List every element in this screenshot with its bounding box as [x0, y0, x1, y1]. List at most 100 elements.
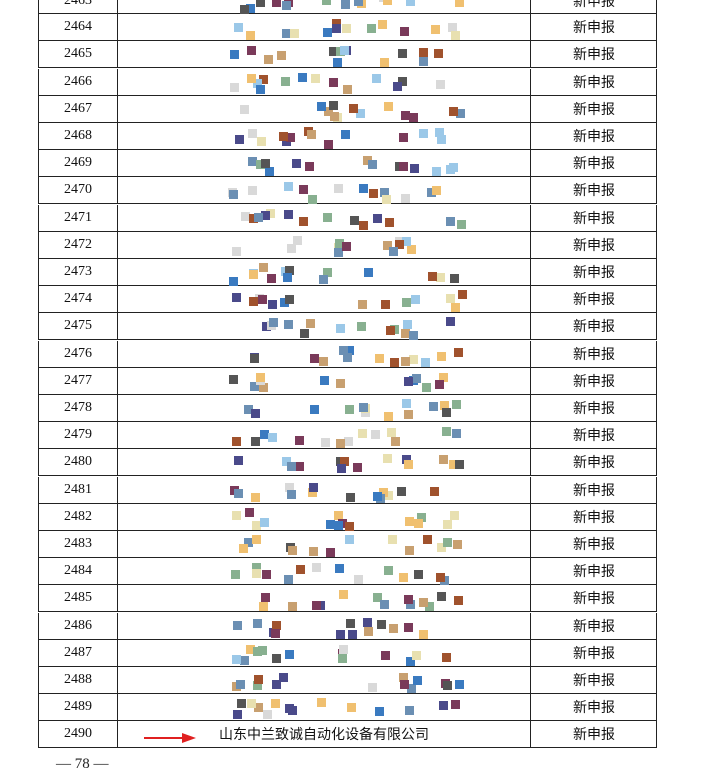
- row-number: 2471: [39, 204, 118, 231]
- redaction: [231, 654, 241, 664]
- redaction: [268, 299, 278, 309]
- redaction: [387, 428, 396, 438]
- redaction: [282, 28, 292, 38]
- redaction: [333, 247, 343, 257]
- redaction: [439, 401, 449, 411]
- redaction: [268, 318, 278, 328]
- redaction: [249, 297, 259, 307]
- row-number: 2478: [39, 395, 118, 421]
- redaction: [281, 456, 291, 466]
- redaction: [400, 110, 410, 120]
- redaction: [247, 157, 257, 167]
- redaction: [339, 645, 349, 655]
- table-row: 2489 新申报: [38, 694, 657, 722]
- redaction: [329, 77, 339, 87]
- table-row: 2474 新申报: [38, 286, 657, 314]
- company-name: [118, 639, 531, 667]
- redaction: [236, 698, 246, 708]
- redaction: [418, 129, 428, 139]
- redaction: [455, 109, 465, 119]
- status: 新申报: [573, 293, 615, 309]
- row-number: 2470: [39, 177, 118, 204]
- row-number: 2480: [39, 449, 118, 476]
- redaction: [439, 373, 449, 383]
- status: 新申报: [573, 130, 615, 145]
- status: 新申报: [573, 184, 615, 200]
- redaction: [334, 183, 344, 193]
- row-number: 2463: [39, 0, 118, 13]
- row-number: 2472: [39, 231, 118, 258]
- redaction: [245, 645, 255, 655]
- redaction: [436, 135, 446, 145]
- redaction: [431, 167, 441, 177]
- redaction: [409, 331, 419, 341]
- redaction: [456, 220, 466, 230]
- redaction: [319, 375, 329, 385]
- redaction: [407, 245, 417, 255]
- redaction: [310, 73, 320, 83]
- redaction: [454, 680, 464, 690]
- redaction: [363, 267, 373, 277]
- redaction: [358, 184, 368, 194]
- redaction: [450, 274, 460, 284]
- redaction: [345, 404, 355, 414]
- table-row: 2477 新申报: [38, 367, 657, 395]
- status: 新申报: [573, 510, 615, 526]
- redaction: [357, 321, 367, 331]
- redaction: [261, 570, 271, 580]
- redaction: [377, 619, 387, 629]
- redaction: [389, 624, 399, 634]
- redaction: [394, 240, 404, 250]
- redaction: [405, 545, 415, 555]
- redaction: [323, 268, 333, 278]
- redaction: [297, 73, 307, 82]
- table-row: 2470 新申报: [38, 177, 657, 205]
- redaction: [405, 0, 415, 6]
- company-name: [118, 503, 531, 531]
- redaction: [442, 653, 452, 663]
- row-number: 2481: [39, 476, 118, 503]
- redaction: [340, 457, 350, 467]
- redaction: [233, 22, 243, 32]
- redaction: [436, 573, 446, 583]
- status: 新申报: [573, 374, 615, 390]
- redaction: [285, 266, 295, 276]
- redaction: [284, 210, 294, 220]
- redaction: [402, 236, 412, 246]
- status: 新申报: [573, 48, 615, 64]
- redaction: [398, 161, 408, 171]
- redaction: [380, 599, 390, 609]
- redaction: [419, 57, 429, 67]
- table-row: 2486 新申报: [38, 612, 657, 640]
- redaction: [241, 212, 251, 222]
- redaction: [285, 294, 295, 304]
- redaction: [335, 629, 345, 639]
- redaction: [264, 167, 274, 177]
- row-number: 2476: [39, 340, 118, 367]
- redaction: [232, 621, 242, 631]
- status: 新申报: [573, 238, 615, 254]
- redaction: [358, 403, 368, 413]
- redaction: [334, 239, 344, 249]
- redaction: [418, 630, 428, 640]
- redaction: [251, 492, 261, 502]
- status: 新申报: [573, 102, 615, 118]
- redaction: [239, 656, 249, 666]
- redaction: [323, 106, 333, 116]
- redaction: [287, 462, 297, 472]
- redaction: [333, 520, 343, 530]
- redaction: [429, 402, 439, 412]
- redaction: [286, 244, 296, 254]
- redaction: [259, 74, 269, 84]
- table-row: 2472 新申报: [38, 231, 657, 259]
- redaction: [374, 706, 384, 716]
- redaction: [342, 24, 352, 34]
- table-row: 2465 新申报: [38, 41, 657, 69]
- redaction: [406, 683, 416, 693]
- table-row: 2463 新申报: [38, 0, 657, 15]
- redaction: [353, 0, 363, 6]
- redaction: [317, 102, 327, 112]
- redaction: [248, 185, 258, 195]
- redaction: [260, 518, 270, 528]
